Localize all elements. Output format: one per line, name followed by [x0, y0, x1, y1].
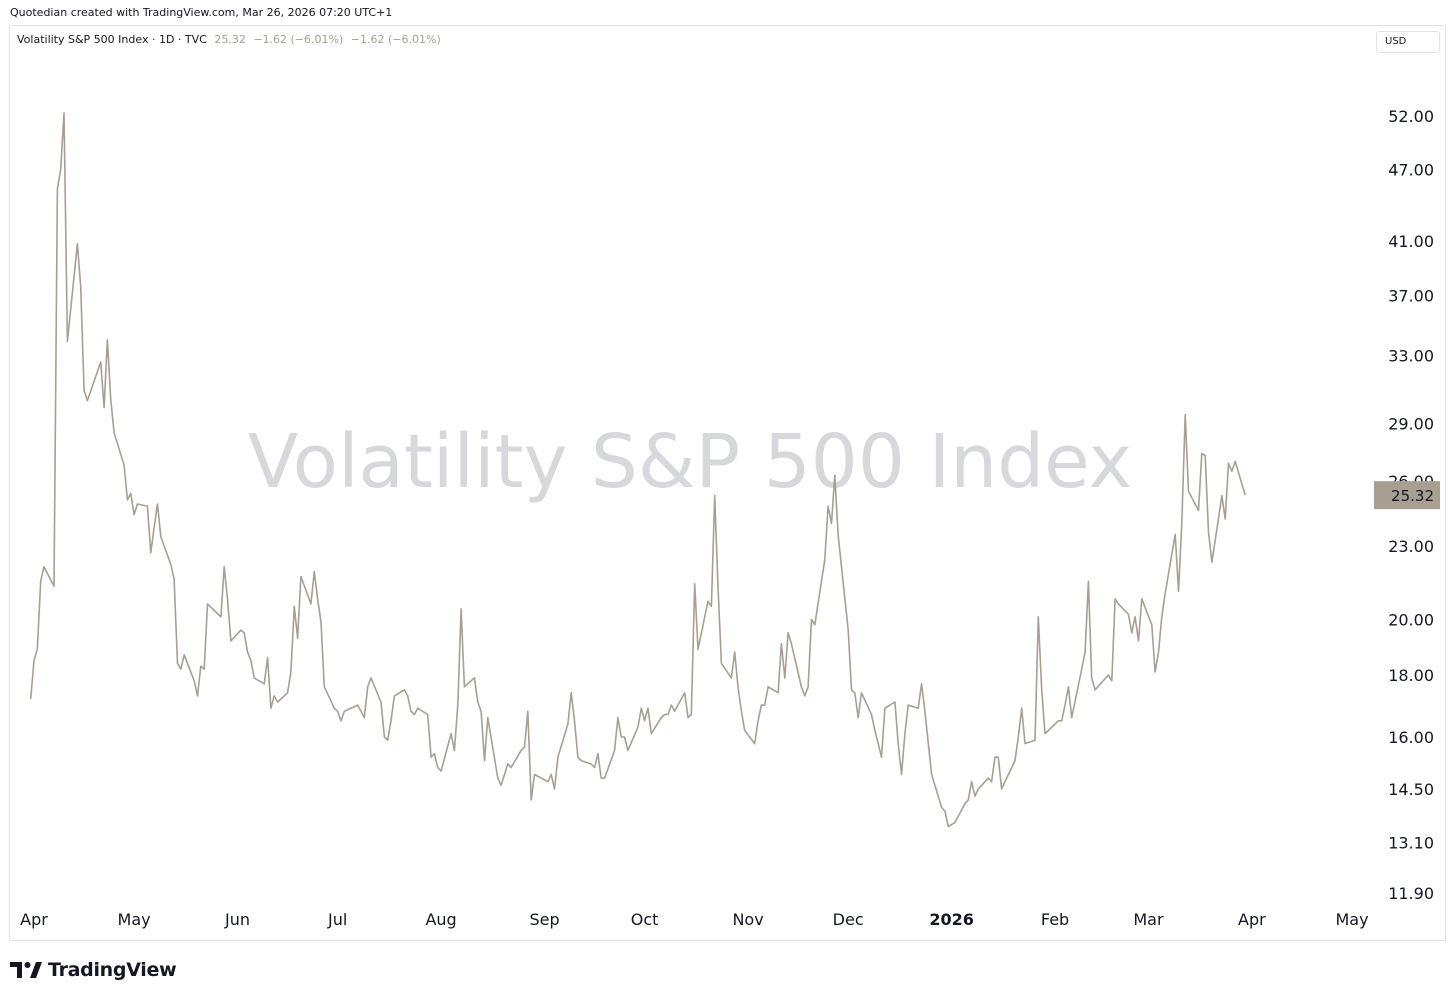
y-tick-label: 41.00: [1388, 232, 1434, 251]
x-tick-label: Aug: [425, 910, 456, 929]
y-tick-label: 23.00: [1388, 537, 1434, 556]
y-tick-label: 16.00: [1388, 728, 1434, 747]
y-tick-label: 47.00: [1388, 160, 1434, 179]
x-tick-label: Mar: [1133, 910, 1164, 929]
time-axis[interactable]: Apr May Jun Jul Aug Sep Oct Nov Dec 2026 Feb Mar Apr…: [20, 910, 1368, 929]
last-price-tag-label: 25.32: [1391, 487, 1434, 505]
tradingview-logo-icon: [10, 962, 42, 978]
last-price-tag: 25.32: [1374, 481, 1440, 510]
y-tick-label: 29.00: [1388, 415, 1434, 434]
x-tick-label: Feb: [1041, 910, 1069, 929]
y-tick-label: 11.90: [1388, 884, 1434, 903]
y-tick-label: 33.00: [1388, 347, 1434, 366]
x-tick-label: 2026: [929, 910, 974, 929]
chart-frame: [9, 25, 1446, 941]
legend-last-price: 25.32: [214, 33, 246, 46]
x-tick-label: Sep: [529, 910, 559, 929]
currency-button[interactable]: USD: [1376, 31, 1440, 53]
tradingview-logo-text: TradingView: [48, 959, 177, 981]
y-tick-label: 52.00: [1388, 107, 1434, 126]
y-tick-label: 13.10: [1388, 833, 1434, 852]
y-tick-label: 37.00: [1388, 286, 1434, 305]
symbol-legend[interactable]: Volatility S&P 500 Index · 1D · TVC 25.3…: [17, 33, 441, 46]
y-tick-label: 18.00: [1388, 666, 1434, 685]
x-tick-label: Jul: [327, 910, 347, 929]
x-tick-label: Dec: [833, 910, 864, 929]
x-tick-label: May: [1335, 910, 1368, 929]
x-tick-label: May: [118, 910, 151, 929]
price-line: [29, 112, 1246, 828]
x-tick-label: Oct: [631, 910, 659, 929]
created-caption: Quotedian created with TradingView.com, …: [10, 6, 393, 19]
y-tick-label: 20.00: [1388, 610, 1434, 629]
y-tick-label: 14.50: [1388, 780, 1434, 799]
x-tick-label: Apr: [1238, 910, 1266, 929]
last-price-tag-bg: [1374, 481, 1440, 510]
legend-change-percent: −1.62 (−6.01%): [350, 33, 441, 46]
x-tick-label: Nov: [732, 910, 763, 929]
watermark: Volatility S&P 500 Index: [248, 419, 1132, 505]
x-tick-label: Apr: [20, 910, 48, 929]
legend-symbol: Volatility S&P 500 Index · 1D · TVC: [17, 33, 207, 46]
tradingview-logo[interactable]: TradingView: [10, 958, 177, 982]
legend-change: −1.62 (−6.01%): [253, 33, 344, 46]
x-tick-label: Jun: [224, 910, 250, 929]
